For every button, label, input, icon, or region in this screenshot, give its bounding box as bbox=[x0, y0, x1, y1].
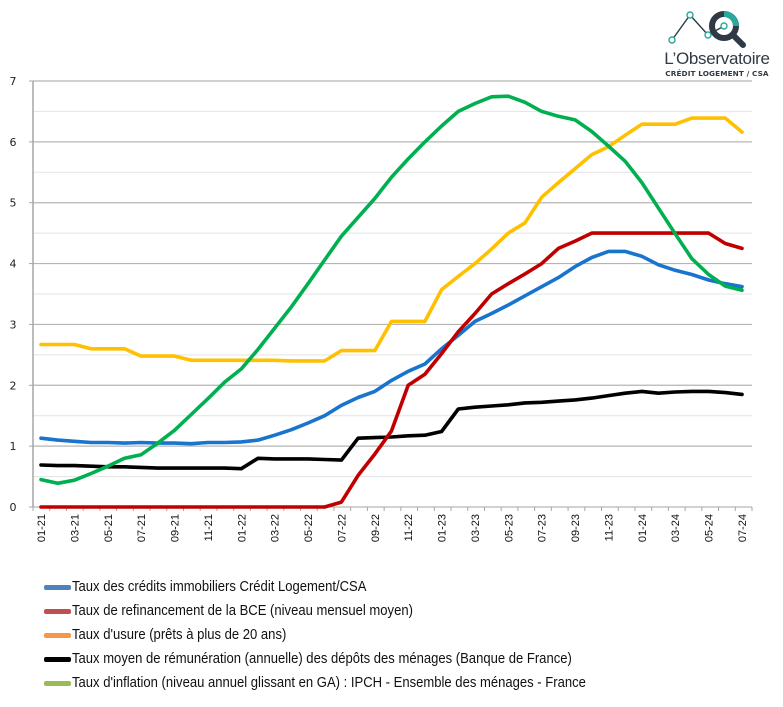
legend-swatch-green bbox=[44, 680, 71, 686]
x-tick-label: 03-22 bbox=[270, 514, 282, 542]
x-tick-label: 01-22 bbox=[236, 514, 248, 542]
y-tick-label: 2 bbox=[10, 379, 17, 392]
series-line-1 bbox=[39, 231, 744, 509]
x-tick-label: 11-22 bbox=[403, 514, 415, 541]
y-tick-label: 3 bbox=[10, 318, 17, 331]
series-line-2 bbox=[39, 116, 744, 363]
x-tick-label: 07-24 bbox=[737, 514, 749, 542]
x-tick-label: 09-23 bbox=[570, 514, 582, 542]
y-tick-label: 5 bbox=[10, 197, 17, 210]
y-tick-label: 4 bbox=[10, 258, 17, 271]
magnifier-chart-icon bbox=[668, 11, 746, 48]
y-tick-labels: 0 1 2 3 4 5 6 7 bbox=[10, 75, 17, 514]
y-tick-label: 0 bbox=[10, 501, 17, 514]
y-tick-label: 6 bbox=[10, 136, 17, 149]
series-lines bbox=[39, 94, 744, 509]
x-tick-label: 01-23 bbox=[437, 514, 449, 542]
legend-label: Taux de refinancement de la BCE (niveau … bbox=[72, 603, 413, 619]
x-tick-label: 03-24 bbox=[670, 514, 682, 542]
x-tick-labels: 01-21 03-21 05-21 07-21 09-21 11-21 01-22 03-22… bbox=[36, 514, 749, 542]
x-tick-label: 03-21 bbox=[69, 514, 81, 542]
chart-legend: Taux des crédits immobiliers Crédit Loge… bbox=[44, 575, 643, 695]
legend-swatch-red bbox=[44, 608, 71, 614]
x-tick-label: 11-21 bbox=[203, 514, 215, 541]
legend-label: Taux des crédits immobiliers Crédit Loge… bbox=[72, 579, 367, 595]
y-tick-label: 1 bbox=[10, 440, 17, 453]
x-tick-label: 01-21 bbox=[36, 514, 48, 542]
x-tick-label: 05-23 bbox=[503, 514, 515, 542]
legend-item: Taux d'usure (prêts à plus de 20 ans) bbox=[44, 623, 643, 647]
legend-swatch-orange bbox=[44, 632, 71, 638]
y-tick-label: 7 bbox=[10, 75, 17, 88]
legend-label: Taux d'usure (prêts à plus de 20 ans) bbox=[72, 627, 287, 643]
logo-subtitle: CRÉDIT LOGEMENT / CSA bbox=[665, 69, 769, 78]
x-tick-label: 01-24 bbox=[637, 514, 649, 542]
legend-swatch-black bbox=[44, 656, 71, 662]
x-tick-label: 07-22 bbox=[336, 514, 348, 542]
series-line-3 bbox=[39, 389, 744, 471]
x-tick-label: 09-22 bbox=[370, 514, 382, 542]
x-tick-label: 09-21 bbox=[170, 514, 182, 542]
x-tick-label: 07-21 bbox=[136, 514, 148, 542]
legend-item: Taux des crédits immobiliers Crédit Loge… bbox=[44, 575, 643, 599]
series-line-0 bbox=[39, 249, 744, 446]
legend-item: Taux moyen de rémunération (annuelle) de… bbox=[44, 647, 643, 671]
x-tick-label: 05-24 bbox=[704, 514, 716, 542]
logo-title: L’Observatoire bbox=[664, 49, 770, 68]
legend-swatch-blue bbox=[44, 584, 71, 590]
gridlines bbox=[33, 80, 752, 478]
legend-item: Taux de refinancement de la BCE (niveau … bbox=[44, 599, 643, 623]
legend-item: Taux d'inflation (niveau annuel glissant… bbox=[44, 671, 643, 695]
brand-logo: L’Observatoire CRÉDIT LOGEMENT / CSA bbox=[658, 8, 776, 80]
x-tick-label: 07-23 bbox=[537, 514, 549, 542]
x-tick-label: 03-23 bbox=[470, 514, 482, 542]
series-line-4 bbox=[39, 94, 744, 486]
x-tick-label: 05-22 bbox=[303, 514, 315, 542]
legend-label: Taux d'inflation (niveau annuel glissant… bbox=[72, 675, 586, 691]
legend-label: Taux moyen de rémunération (annuelle) de… bbox=[72, 651, 572, 667]
x-tick-label: 05-21 bbox=[103, 514, 115, 542]
x-tick-label: 11-23 bbox=[603, 514, 615, 541]
